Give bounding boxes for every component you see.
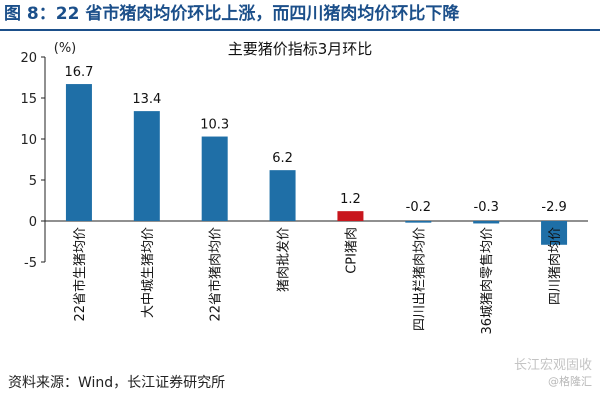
y-tick-label: 15 xyxy=(20,92,37,107)
bar-1 xyxy=(133,111,160,221)
watermark: 长江宏观固收 @格隆汇 xyxy=(514,358,592,390)
bar-2 xyxy=(201,136,228,221)
category-label-3: 猪肉批发价 xyxy=(276,227,292,292)
source-note: 资料来源：Wind，长江证券研究所 xyxy=(8,375,226,391)
category-label-7: 四川猪肉均价 xyxy=(548,227,563,305)
bar-3 xyxy=(269,170,296,221)
data-label-4: 1.2 xyxy=(340,192,361,207)
category-label-5: 四川出栏猪肉均价 xyxy=(412,227,427,331)
y-tick-label: 0 xyxy=(29,215,37,230)
data-label-3: 6.2 xyxy=(272,151,293,166)
data-label-2: 10.3 xyxy=(200,118,229,133)
category-label-0: 22省市生猪均价 xyxy=(72,227,88,322)
category-label-1: 大中城生猪均价 xyxy=(141,227,156,318)
data-label-7: -2.9 xyxy=(541,200,566,215)
data-label-5: -0.2 xyxy=(406,200,431,215)
y-tick-label: 10 xyxy=(20,133,37,148)
y-unit-label: (%) xyxy=(54,41,77,56)
title-rule xyxy=(0,29,600,31)
data-label-1: 13.4 xyxy=(132,92,161,107)
bar-chart: 主要猪价指标3月环比 (%) -5 0 5 10 15 20 16.7 13.4 10.3 6.… xyxy=(20,40,588,335)
y-tick-label: -5 xyxy=(24,256,37,271)
bar-0 xyxy=(65,84,92,221)
bar-7 xyxy=(541,221,568,245)
bar-5 xyxy=(405,221,432,223)
bar-6 xyxy=(473,221,500,224)
category-label-4: CPI猪肉 xyxy=(344,227,359,274)
chart-title: 主要猪价指标3月环比 xyxy=(228,40,373,58)
category-label-6: 36城猪肉零售均价 xyxy=(479,227,495,335)
data-label-0: 16.7 xyxy=(64,65,93,80)
figure-title: 图 8：22 省市猪肉均价环比上涨，而四川猪肉均价环比下降 xyxy=(4,4,460,24)
watermark-line1: 长江宏观固收 xyxy=(513,358,592,373)
bar-4 xyxy=(337,211,364,221)
y-tick-label: 20 xyxy=(20,51,37,66)
category-label-2: 22省市猪肉均价 xyxy=(208,227,224,322)
data-label-6: -0.3 xyxy=(474,200,499,215)
y-tick-label: 5 xyxy=(29,174,37,189)
watermark-line2: @格隆汇 xyxy=(548,375,592,388)
